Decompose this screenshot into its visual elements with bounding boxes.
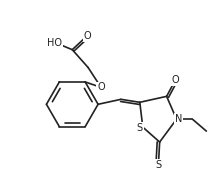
Text: O: O <box>97 82 105 92</box>
Text: S: S <box>156 160 162 170</box>
Text: O: O <box>83 31 91 41</box>
Text: N: N <box>175 114 182 124</box>
Text: O: O <box>172 75 179 86</box>
Text: S: S <box>137 123 143 133</box>
Text: HO: HO <box>47 38 62 48</box>
